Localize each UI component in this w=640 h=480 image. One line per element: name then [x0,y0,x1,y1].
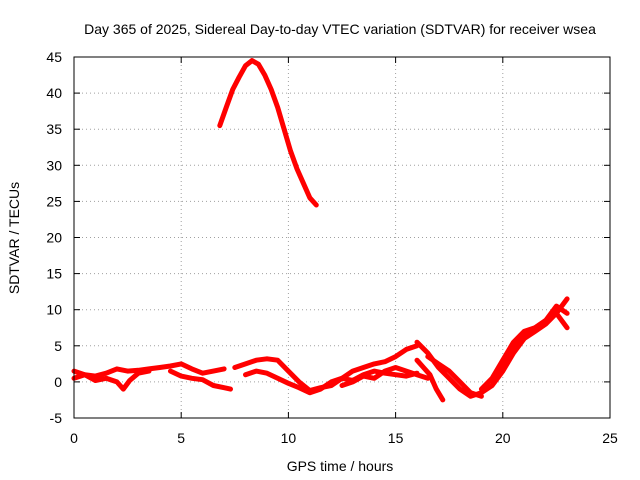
y-tick-label: 35 [46,121,62,137]
y-axis-label: SDTVAR / TECUs [6,182,22,294]
y-tick-label: 25 [46,193,62,209]
y-tick-label: 5 [54,338,62,354]
y-tick-label: 20 [46,230,62,246]
y-tick-label: 30 [46,157,62,173]
series-line-mid-track-c [339,365,431,388]
y-tick-label: 45 [46,49,62,65]
series-line-rise-track-c [489,303,570,385]
series-line-dip-track-b [414,357,446,403]
x-axis-label: GPS time / hours [287,458,394,474]
y-tick-label: 10 [46,302,62,318]
series-line-mid-track-b [243,368,420,396]
ticks: 0 5 10 15 20 25 -5 0 5 10 15 20 25 30 35 40 45 [46,49,618,446]
x-tick-label: 20 [495,430,511,446]
series-line-satellite-pass-high [217,58,319,208]
chart-title: Day 365 of 2025, Sidereal Day-to-day VTE… [84,21,596,37]
y-tick-label: 15 [46,266,62,282]
y-tick-label: 0 [54,374,62,390]
y-tick-label: 40 [46,85,62,101]
series-line-low-track-b [71,368,152,392]
x-tick-label: 25 [602,430,618,446]
x-tick-label: 10 [281,430,297,446]
x-tick-label: 5 [177,430,185,446]
series-line-low-track-c [168,368,233,392]
series-layer [71,58,570,403]
series-line-dip-track-a [414,339,484,399]
grid [74,57,610,418]
series-line-dip-track-c [425,354,484,399]
y-tick-label: -5 [50,410,63,426]
x-tick-label: 15 [388,430,404,446]
x-tick-label: 0 [70,430,78,446]
